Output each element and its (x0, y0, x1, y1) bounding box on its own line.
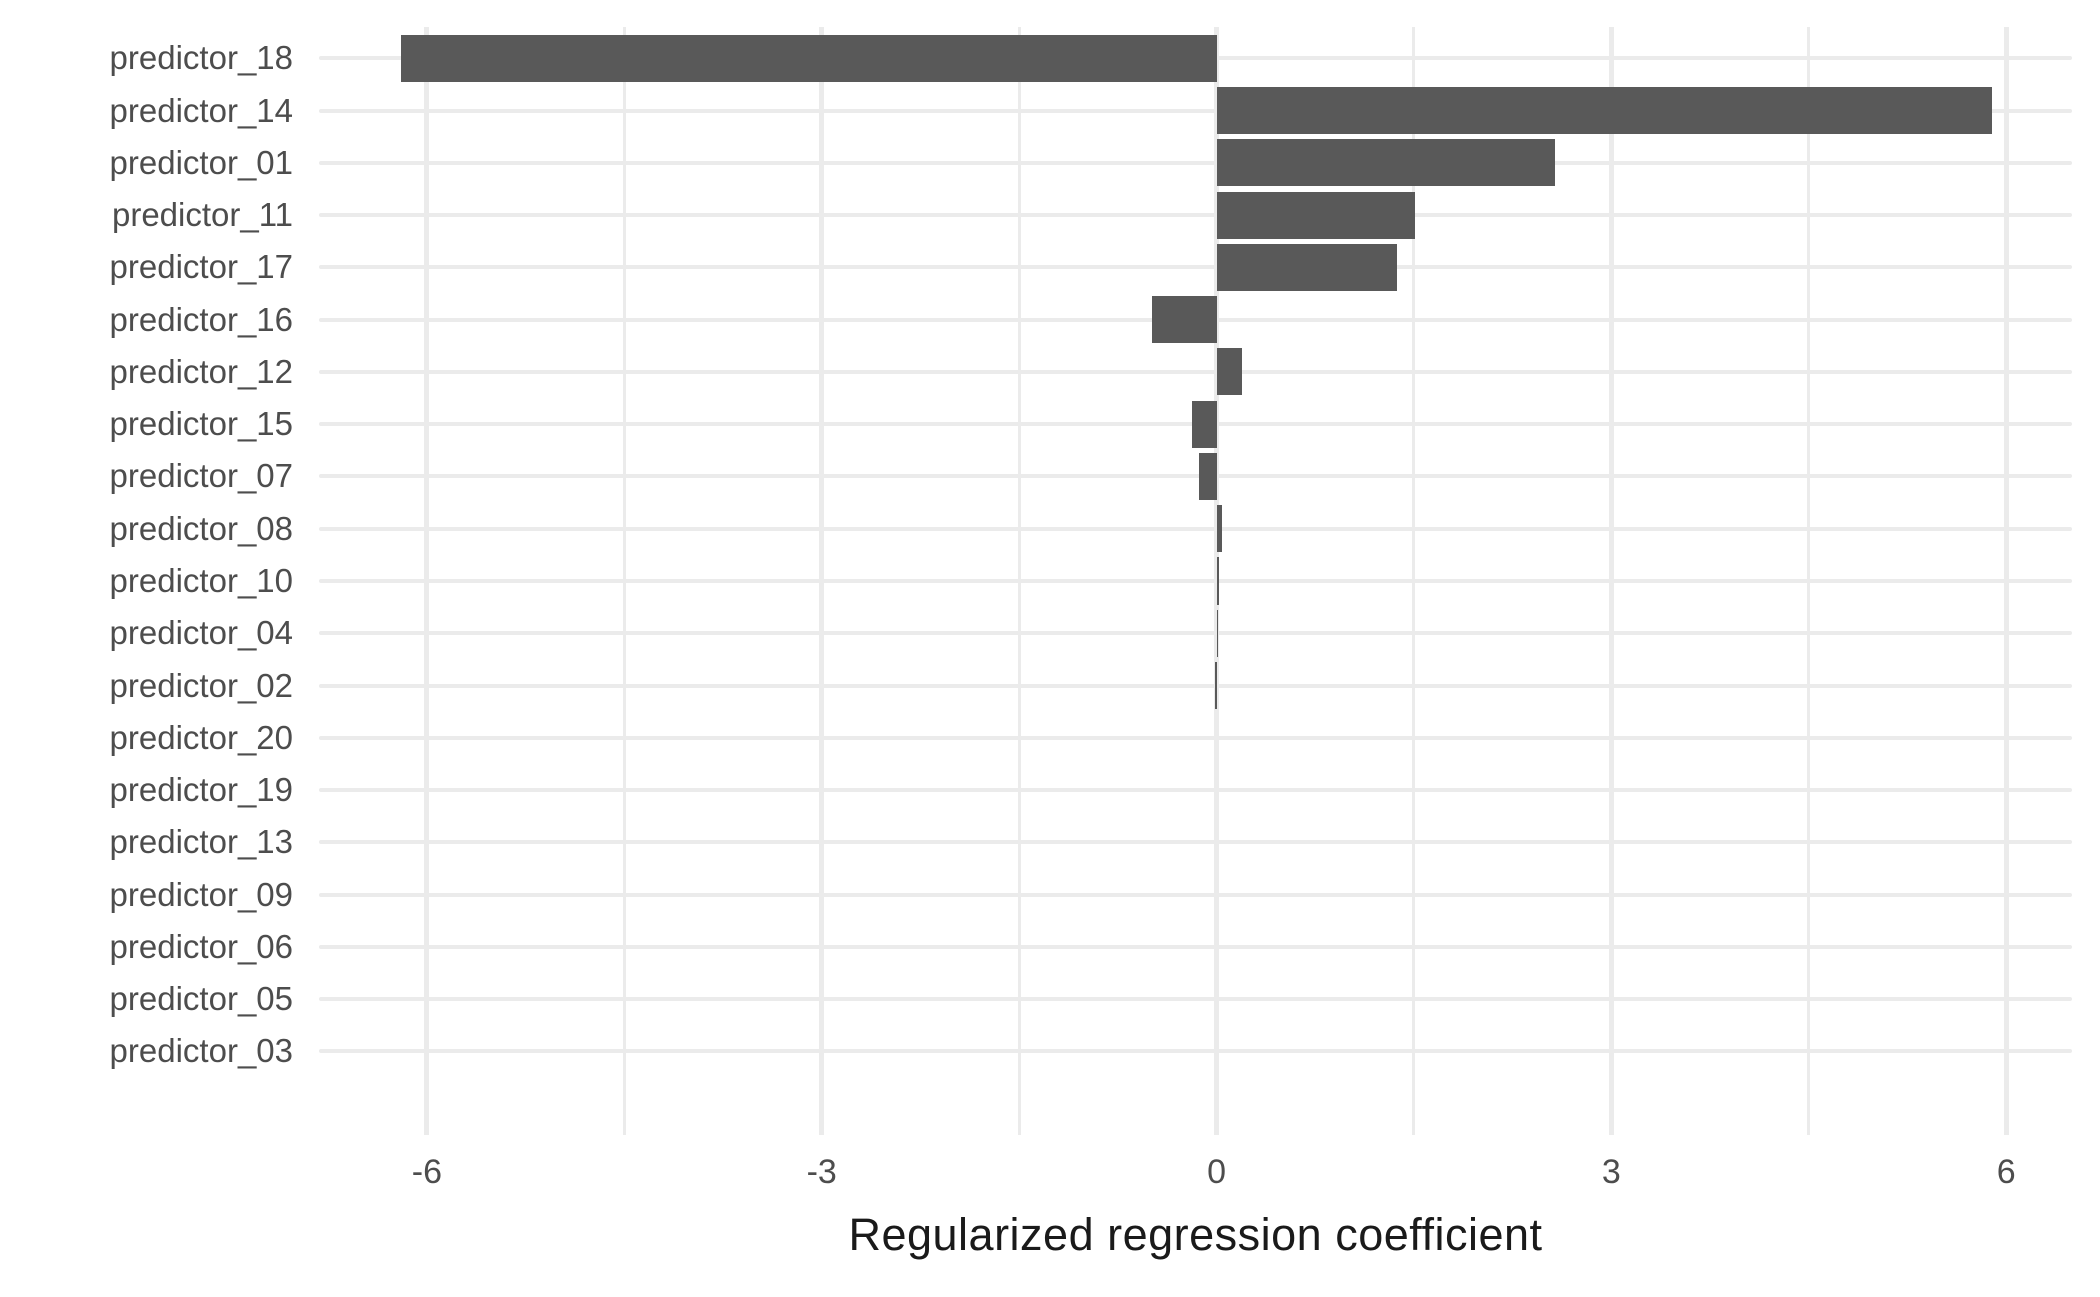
y-tick-label: predictor_19 (109, 771, 293, 809)
y-gridline (319, 1049, 2072, 1054)
bar-predictor_14 (1216, 87, 1992, 135)
bar-predictor_01 (1216, 139, 1555, 187)
y-gridline (319, 265, 2072, 270)
bar-predictor_18 (400, 34, 1217, 82)
x-major-gridline (1608, 27, 1614, 1135)
x-major-gridline (2003, 27, 2009, 1135)
y-tick-label: predictor_15 (109, 405, 293, 443)
y-tick-label: predictor_18 (109, 39, 293, 77)
y-gridline (319, 631, 2072, 636)
y-gridline (319, 788, 2072, 793)
y-tick-label: predictor_11 (111, 196, 293, 234)
y-gridline (319, 579, 2072, 583)
x-minor-gridline (1017, 27, 1021, 1135)
x-minor-gridline (622, 27, 626, 1135)
y-gridline (319, 108, 2072, 113)
y-tick-label: predictor_17 (109, 248, 293, 286)
y-tick-label: predictor_05 (109, 980, 293, 1018)
y-gridline (319, 892, 2072, 897)
y-tick-label: predictor_09 (109, 875, 293, 913)
y-tick-label: predictor_01 (109, 143, 293, 181)
bar-predictor_12 (1216, 348, 1242, 396)
y-tick-label: predictor_16 (109, 300, 293, 338)
y-gridline (319, 369, 2072, 374)
y-tick-label: predictor_12 (109, 352, 293, 390)
y-tick-label: predictor_14 (109, 91, 293, 129)
bar-predictor_16 (1152, 296, 1217, 344)
bar-predictor_17 (1216, 243, 1397, 291)
y-tick-label: predictor_04 (109, 614, 293, 652)
y-tick-label: predictor_06 (109, 927, 293, 965)
y-tick-label: predictor_07 (109, 457, 293, 495)
bar-predictor_11 (1216, 191, 1416, 239)
x-major-gridline (819, 27, 825, 1135)
bar-predictor_02 (1215, 662, 1217, 710)
bar-predictor_15 (1191, 400, 1217, 448)
y-tick-label: predictor_13 (109, 823, 293, 861)
x-minor-gridline (1807, 27, 1811, 1135)
x-major-gridline (424, 27, 430, 1135)
y-gridline (319, 735, 2072, 740)
x-minor-gridline (1412, 27, 1416, 1135)
x-tick-label: 6 (1996, 1153, 2016, 1191)
y-tick-label: predictor_10 (109, 562, 293, 599)
y-tick-label: predictor_08 (109, 509, 293, 547)
y-tick-label: predictor_20 (109, 718, 293, 756)
y-gridline (319, 474, 2072, 479)
y-gridline (319, 997, 2072, 1002)
bar-predictor_10 (1216, 557, 1220, 605)
x-tick-label: 0 (1207, 1153, 1226, 1191)
bar-predictor_07 (1199, 452, 1217, 500)
bar-predictor_04 (1216, 609, 1218, 657)
y-tick-label: predictor_03 (109, 1032, 293, 1070)
x-tick-label: 3 (1601, 1153, 1621, 1191)
y-gridline (319, 213, 2072, 218)
x-axis-title: Regularized regression coefficient (848, 1209, 1543, 1260)
y-gridline (319, 944, 2072, 949)
y-tick-label: predictor_02 (109, 666, 293, 704)
y-gridline (319, 840, 2072, 845)
bar-predictor_08 (1216, 505, 1222, 553)
x-tick-label: -6 (411, 1153, 443, 1191)
y-gridline (319, 526, 2072, 531)
x-tick-label: -3 (806, 1153, 837, 1191)
y-gridline (319, 683, 2072, 688)
y-gridline (319, 160, 2072, 165)
